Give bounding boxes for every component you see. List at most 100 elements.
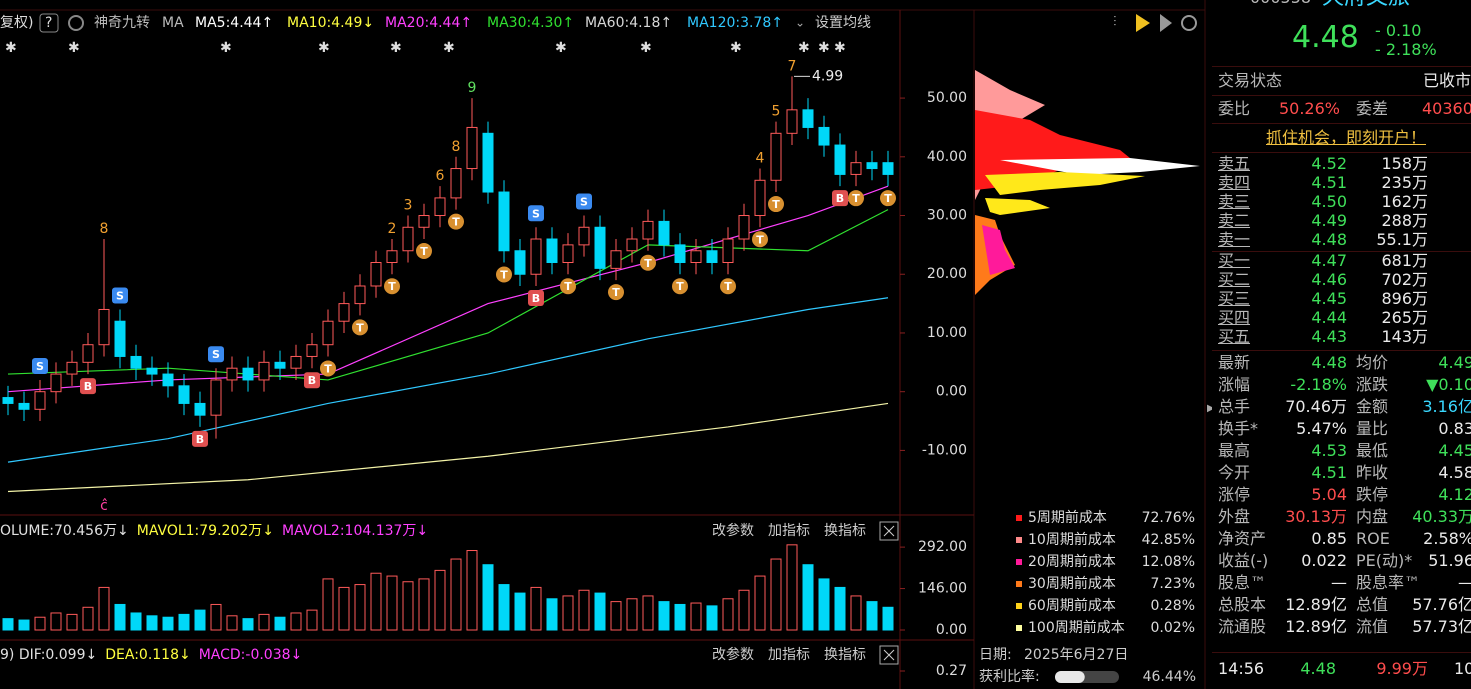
svg-text:✱: ✱ [318, 40, 330, 56]
stat-label: 总股本 [1218, 595, 1267, 614]
tick-volume: 9.99万 [1376, 659, 1428, 678]
divider [1212, 350, 1471, 351]
tick-extra: 10 [1454, 659, 1471, 678]
signal-marker [112, 287, 128, 304]
book-price: 4.51 [1311, 173, 1347, 192]
legend-swatch [1016, 537, 1022, 543]
help-box[interactable] [39, 13, 59, 33]
help-label[interactable]: ? [45, 15, 52, 31]
y-tick-label: 0.00 [936, 622, 967, 638]
pane-button[interactable]: 换指标 [824, 646, 866, 663]
volume-bar [802, 564, 814, 631]
legend-swatch [1016, 515, 1022, 521]
volume-bar [162, 616, 174, 631]
svg-text:✱: ✱ [834, 40, 846, 56]
signal-label: T [756, 233, 764, 246]
wb-label: 委比 [1218, 99, 1251, 118]
chart-area: ▶ ✱ ✱ ✱ ✱ ✱ ✱ ✱ ✱ ✱ ✱ ✱ ✱ ⌄ ⫶ 复权)? 神奇九转 MA MA5:4.44↑ MA… [0, 0, 1212, 689]
close-button[interactable] [879, 645, 899, 665]
legend-swatch [1016, 625, 1022, 631]
signal-label: T [388, 280, 396, 293]
toolbar-icon[interactable]: ⫶ [1113, 14, 1117, 30]
legend-swatch [1016, 559, 1022, 565]
volume-bar [226, 615, 238, 631]
volume-bar [786, 544, 798, 631]
stat-value: 4.51 [1311, 463, 1347, 482]
volume-bar [530, 586, 542, 631]
volume-bar [2, 618, 14, 631]
volume-bar [466, 550, 478, 631]
candle-body [18, 402, 30, 410]
legend-swatch [1016, 603, 1022, 609]
adjust-label[interactable]: 复权) [0, 14, 33, 31]
candle-body [258, 361, 270, 381]
close-icon[interactable] [883, 525, 895, 537]
promo-link[interactable]: 抓住机会，即刻开户！ [1266, 128, 1427, 147]
candle-body [370, 262, 382, 287]
volume-bar [210, 603, 222, 631]
nine-turn-count: 2 [388, 221, 397, 237]
candle-body [834, 144, 846, 175]
close-icon[interactable] [883, 649, 895, 661]
stat-label: 最高 [1218, 441, 1251, 460]
stat-value: 12.89亿 [1285, 617, 1347, 636]
legend-label: 20周期前成本 [1028, 553, 1116, 570]
volume-bar [370, 572, 382, 631]
stat-value: 3.16亿 [1422, 397, 1471, 416]
wc-value: 40360 [1422, 99, 1471, 118]
expand-icon[interactable]: ⌄ [795, 16, 805, 30]
pane-button[interactable]: 改参数 [712, 522, 754, 539]
stat-label: PE(动)* [1356, 551, 1413, 570]
ma-legend: MA20:4.44↑ [385, 15, 472, 31]
candle-body [594, 226, 606, 269]
macd-legend: 9) DIF:0.099↓ [0, 647, 97, 663]
wc-label: 委差 [1356, 99, 1389, 118]
stat-label: 内盘 [1356, 507, 1389, 526]
volume-bar [754, 575, 766, 631]
volume-bar [274, 616, 286, 631]
stat-value: 30.13万 [1285, 507, 1347, 526]
pane-button[interactable]: 加指标 [768, 647, 810, 663]
volume-bar [242, 618, 254, 631]
toolbar-icon[interactable] [1136, 14, 1150, 32]
cost-profile [975, 70, 1200, 295]
ma-settings[interactable]: 设置均线 [815, 15, 871, 31]
volume-bar [770, 558, 782, 631]
book-volume: 896万 [1381, 289, 1428, 308]
candle-body [770, 132, 782, 181]
toolbar-icon[interactable] [1160, 14, 1172, 32]
close-button[interactable] [879, 521, 899, 541]
svg-text:✱: ✱ [555, 40, 567, 56]
volume-bar [354, 584, 366, 631]
volume-bar [674, 603, 686, 631]
pane-button[interactable]: 改参数 [712, 646, 754, 663]
stat-value: 70.46万 [1285, 397, 1347, 416]
book-label: 卖五 [1218, 154, 1251, 173]
volume-bar [626, 598, 638, 631]
stat-label: 今开 [1218, 463, 1251, 482]
stat-value: -2.18% [1290, 375, 1347, 394]
book-price: 4.45 [1311, 289, 1347, 308]
candle-body [498, 191, 510, 252]
stat-label: 跌停 [1356, 485, 1389, 504]
pane-button[interactable]: 换指标 [824, 522, 866, 539]
stat-value: 12.89亿 [1285, 595, 1347, 614]
gear-icon[interactable] [68, 15, 84, 31]
signal-marker [448, 213, 464, 230]
volume-bar [562, 595, 574, 631]
signal-marker [80, 378, 96, 395]
toolbar-icon[interactable] [1181, 15, 1197, 31]
candle-body [882, 162, 894, 175]
volume-bar [482, 564, 494, 631]
stat-label: 流通股 [1218, 617, 1267, 636]
divider [1212, 152, 1471, 153]
volume-bar [50, 612, 62, 631]
candle-body [578, 226, 590, 246]
volume-bar [610, 601, 622, 631]
legend-label: 60周期前成本 [1028, 597, 1116, 614]
collapse-arrow[interactable]: ▶ [1207, 403, 1212, 414]
pane-button[interactable]: 加指标 [768, 523, 810, 539]
signal-marker [208, 346, 224, 363]
book-volume: 235万 [1381, 173, 1428, 192]
